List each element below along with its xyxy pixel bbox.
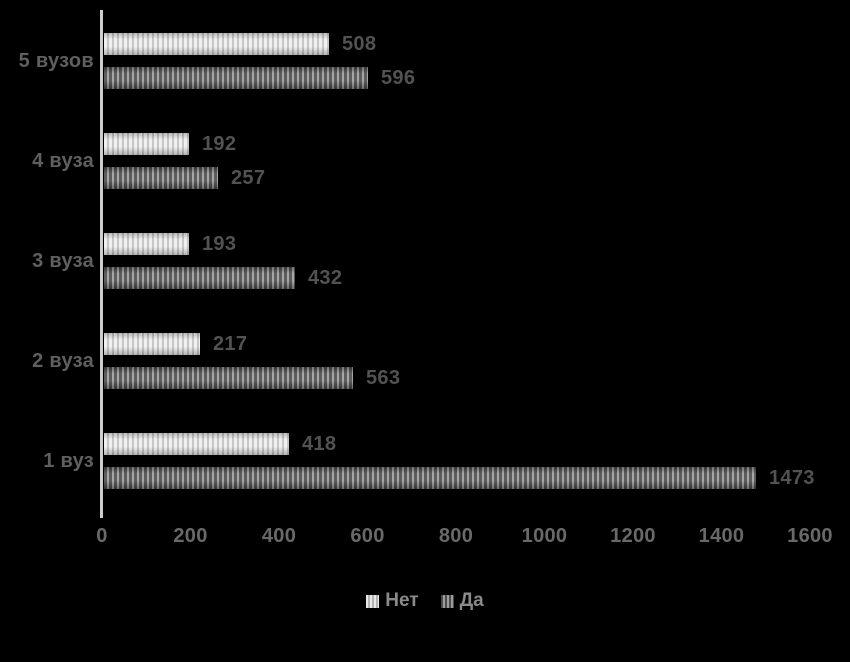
legend-item: Нет xyxy=(366,590,419,612)
bar-value-label: 192 xyxy=(202,133,237,155)
bar-value-label: 432 xyxy=(308,267,343,289)
category-label: 4 вуза xyxy=(32,150,94,172)
x-tick-label: 200 xyxy=(173,525,208,547)
legend-label: Да xyxy=(459,590,484,611)
bar-value-label: 418 xyxy=(302,433,337,455)
bar xyxy=(104,133,189,155)
legend-swatch-icon xyxy=(366,594,380,608)
bar xyxy=(104,467,756,489)
category-label: 5 вузов xyxy=(18,50,94,72)
bar-value-label: 508 xyxy=(342,33,377,55)
bar-value-label: 257 xyxy=(231,167,266,189)
legend-label: Нет xyxy=(385,590,419,611)
bar xyxy=(104,367,353,389)
bar xyxy=(104,333,200,355)
category-label: 1 вуз xyxy=(43,450,94,472)
bar xyxy=(104,67,368,89)
x-tick-label: 0 xyxy=(96,525,108,547)
bar xyxy=(104,233,189,255)
bar-value-label: 596 xyxy=(381,67,416,89)
y-axis-line xyxy=(100,10,103,518)
category-label: 3 вуза xyxy=(32,250,94,272)
legend-item: Да xyxy=(440,590,484,612)
x-tick-label: 1600 xyxy=(787,525,833,547)
bar-value-label: 193 xyxy=(202,233,237,255)
legend-swatch-icon xyxy=(440,594,454,608)
bar xyxy=(104,433,289,455)
x-tick-label: 1200 xyxy=(610,525,656,547)
x-tick-label: 1000 xyxy=(521,525,568,547)
x-tick-label: 800 xyxy=(438,525,474,547)
bar xyxy=(104,33,329,55)
bar xyxy=(104,167,218,189)
bar-value-label: 563 xyxy=(366,367,401,389)
bar-value-label: 217 xyxy=(213,333,248,355)
x-tick-label: 400 xyxy=(261,525,297,547)
x-tick-label: 600 xyxy=(350,525,385,547)
bar-value-label: 1473 xyxy=(769,467,815,489)
category-label: 2 вуза xyxy=(32,350,94,372)
bar xyxy=(104,267,295,289)
x-tick-label: 1400 xyxy=(698,525,745,547)
legend: Нет Да xyxy=(0,590,850,612)
